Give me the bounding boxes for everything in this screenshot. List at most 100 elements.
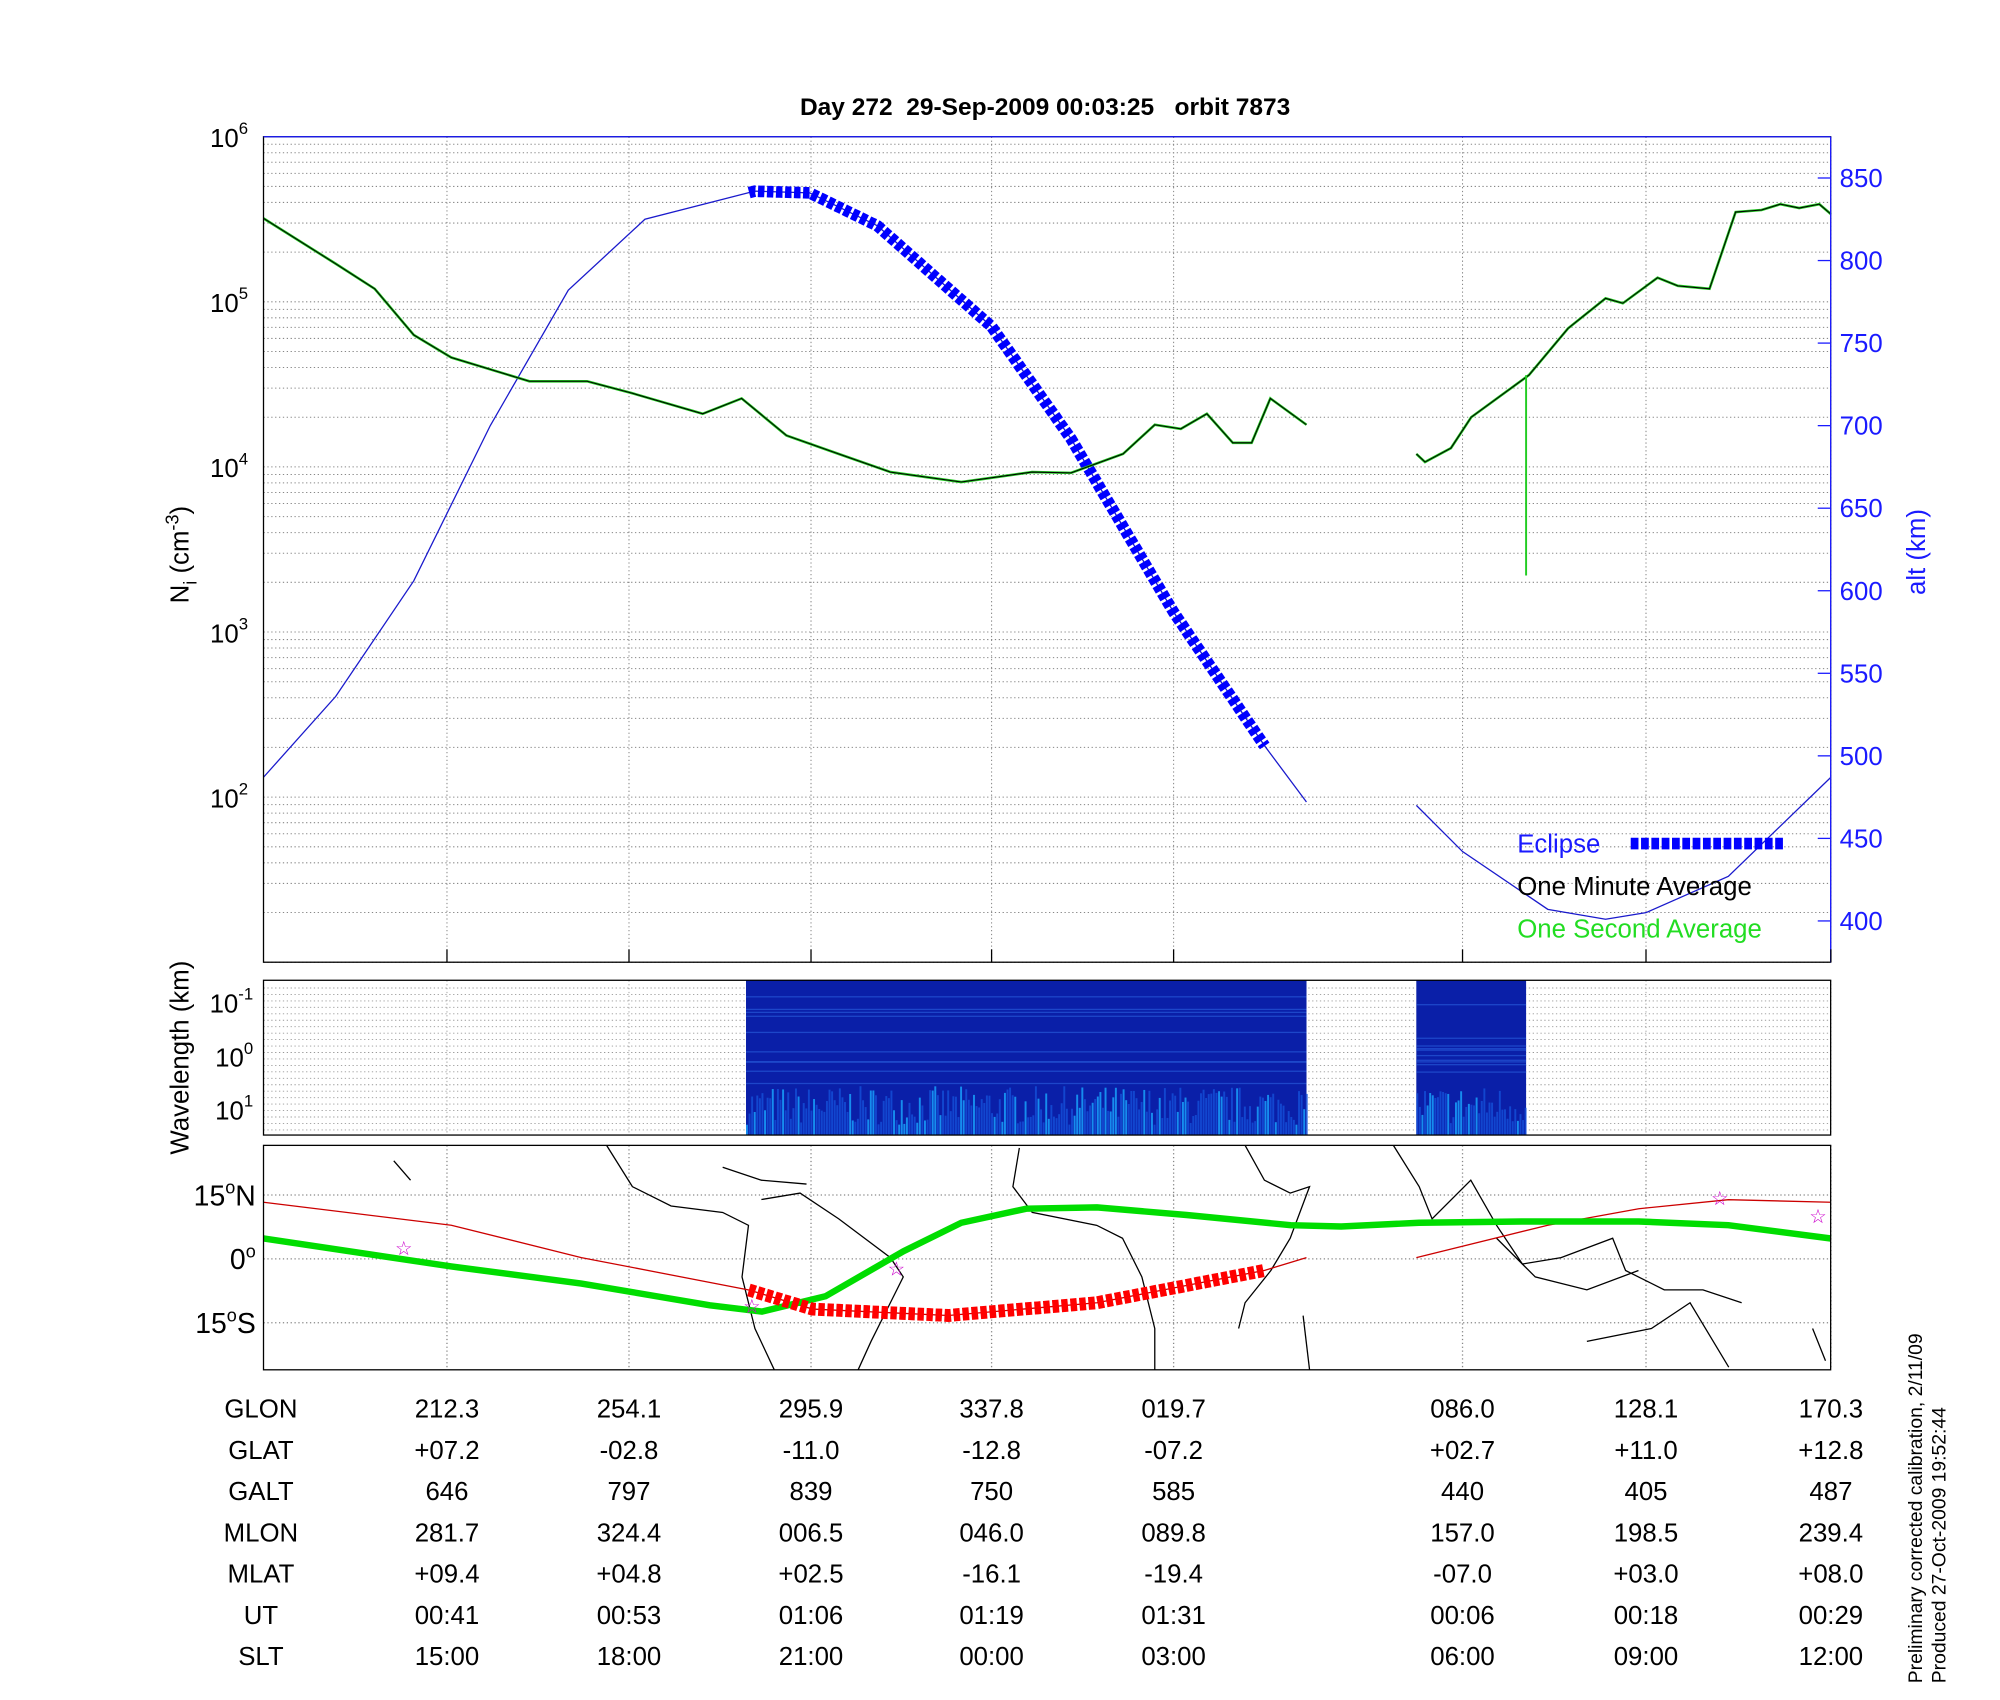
spectrogram-column	[893, 1110, 895, 1136]
coastline-caribbean	[722, 1166, 807, 1185]
star-marker: ☆	[1711, 1188, 1728, 1210]
y-tick-label: 102	[210, 780, 248, 814]
ylabel-unit: (cm	[167, 531, 195, 581]
spectrogram-column	[1063, 1086, 1066, 1136]
spectrogram-column	[753, 1111, 756, 1136]
spectrogram-column	[856, 1118, 859, 1136]
spectrogram-column	[924, 1120, 926, 1136]
table-row-label: UT	[244, 1602, 279, 1630]
spectrogram-column	[1125, 1100, 1128, 1136]
right-y-tick-label: 650	[1840, 495, 1883, 523]
altitude-y-label: alt (km)	[1903, 509, 1931, 595]
spectrogram-column	[1158, 1097, 1161, 1136]
spectrogram-column	[797, 1096, 800, 1136]
spectrogram-axes-box	[262, 979, 1832, 1136]
spectrogram-column	[1151, 1112, 1153, 1136]
spectrogram-column	[921, 1105, 924, 1136]
spectrogram-band	[1416, 1037, 1527, 1039]
spectrogram-column	[1202, 1089, 1205, 1136]
spectrogram-column	[787, 1092, 790, 1136]
table-cell: 797	[607, 1478, 650, 1506]
spectrogram-band	[1416, 1054, 1527, 1057]
spectrogram-column	[854, 1121, 857, 1136]
spectrogram-column	[1132, 1090, 1135, 1136]
spectrogram-column	[1228, 1119, 1231, 1136]
spectrogram-column	[939, 1115, 942, 1136]
spectrogram-column	[1264, 1101, 1267, 1136]
spectrogram-column	[877, 1124, 880, 1136]
map-axes-box	[262, 1144, 1832, 1371]
spectrogram-column	[1442, 1092, 1445, 1136]
spectrogram-column	[1439, 1091, 1442, 1136]
spectrogram-column	[1434, 1097, 1437, 1136]
table-cell: 21:00	[779, 1643, 844, 1671]
spectrogram-column	[1174, 1095, 1177, 1136]
right-y-tick-label: 450	[1840, 825, 1883, 853]
spectrogram-column	[872, 1090, 875, 1136]
tick-exp: 6	[239, 119, 248, 138]
spectrogram-column	[1163, 1088, 1166, 1136]
spectrogram-column	[1009, 1087, 1012, 1136]
spectrogram-column	[936, 1095, 939, 1136]
spectrogram-column	[1122, 1089, 1125, 1136]
table-cell: +02.5	[778, 1561, 843, 1589]
satellite-track	[263, 1199, 1831, 1317]
spectrogram-column	[1256, 1106, 1259, 1136]
spectrogram-column	[864, 1107, 867, 1136]
spectrogram-column	[1238, 1087, 1241, 1136]
spectrogram-column	[1138, 1109, 1141, 1136]
spectrogram-column	[1225, 1096, 1228, 1136]
lat-deg: 15	[195, 1308, 227, 1340]
spectrogram-column	[1267, 1094, 1270, 1136]
spectrogram-column	[1455, 1102, 1457, 1136]
spectrogram-column	[828, 1089, 831, 1136]
spectrogram-column	[813, 1099, 816, 1136]
spectrogram-column	[975, 1106, 978, 1136]
spectrogram-column	[764, 1110, 766, 1136]
spectrogram-column	[1112, 1097, 1115, 1136]
ylabel-main: N	[167, 585, 195, 604]
legend: Eclipse One Minute Average One Second Aver…	[1517, 831, 1783, 944]
spectrogram-band	[1416, 1059, 1527, 1061]
table-cell: 128.1	[1614, 1396, 1679, 1424]
eclipse-track	[747, 1264, 1266, 1322]
spectrogram-column	[867, 1119, 870, 1136]
spectrogram-column	[1089, 1105, 1092, 1136]
spectrogram-band	[1416, 1049, 1527, 1051]
table-cell: 15:00	[415, 1643, 480, 1671]
table-cell: 019.7	[1141, 1396, 1206, 1424]
spectrogram-column	[1184, 1097, 1187, 1136]
spectrogram-column	[1130, 1090, 1133, 1136]
tick-base: 10	[210, 125, 239, 153]
chart-title: Day 272 29-Sep-2009 00:03:25 orbit 7873	[800, 94, 1290, 121]
table-cell: 750	[970, 1478, 1013, 1506]
spectrogram-column	[1003, 1092, 1006, 1136]
table-cell: +09.4	[414, 1561, 479, 1589]
spectrogram-column	[1251, 1122, 1254, 1136]
spectrogram-column	[841, 1097, 844, 1136]
spectrogram-column	[949, 1111, 952, 1136]
table-cell: +08.0	[1798, 1561, 1863, 1589]
spectrogram-column	[769, 1098, 772, 1136]
spectrogram-column	[1024, 1101, 1027, 1136]
spectrogram-column	[1181, 1101, 1184, 1136]
spectrogram-band	[746, 996, 1307, 998]
altitude-line	[263, 190, 1832, 920]
spectrogram-column	[905, 1117, 908, 1136]
spectrogram-band	[746, 1015, 1307, 1017]
tick-exp: 1	[244, 1092, 253, 1111]
spectrogram-band	[1416, 1061, 1527, 1063]
lat-hemi: S	[237, 1308, 256, 1340]
spectrogram-column	[1171, 1093, 1174, 1136]
spectrogram-column	[1452, 1117, 1455, 1136]
coastline-americas	[606, 1145, 775, 1371]
spectrogram-column	[903, 1123, 906, 1136]
spectrogram-band	[746, 1031, 1307, 1034]
spectrogram-column	[1501, 1109, 1504, 1136]
spectrogram-column	[1179, 1087, 1182, 1136]
spectrogram-column	[993, 1116, 996, 1136]
spectrogram-column	[746, 1124, 748, 1136]
spectrogram-column	[1019, 1121, 1022, 1136]
